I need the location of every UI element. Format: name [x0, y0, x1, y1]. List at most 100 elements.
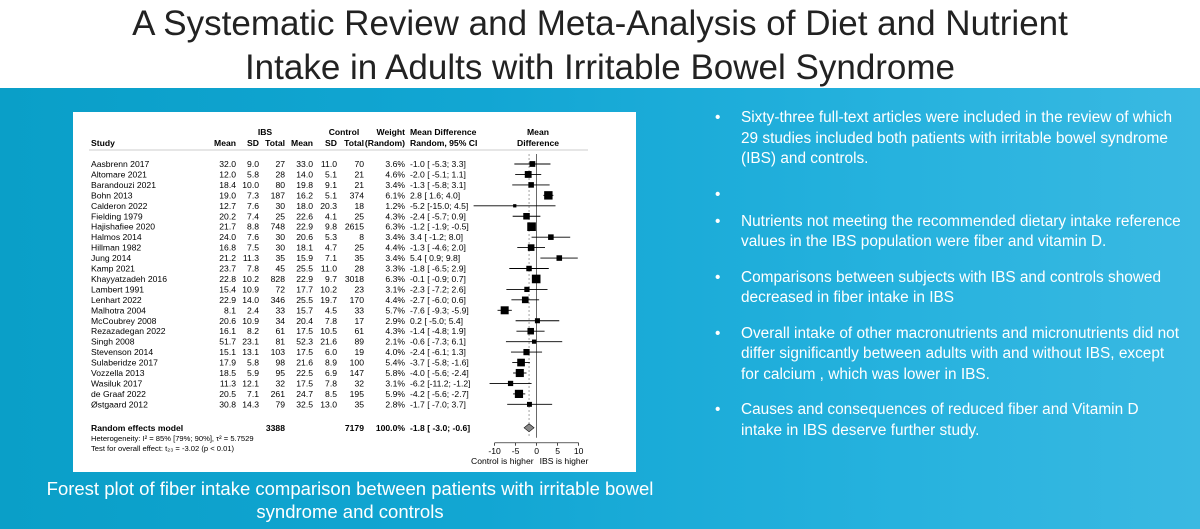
- study-value: 11.0: [321, 159, 337, 169]
- figure-caption: Forest plot of fiber intake comparison b…: [0, 477, 700, 523]
- study-value: 4.7: [325, 243, 337, 253]
- study-value: 3.1%: [385, 284, 405, 294]
- study-value: 7.8: [325, 316, 337, 326]
- study-effect-square: [534, 318, 540, 324]
- study-value: 10.5: [320, 326, 337, 336]
- study-value: 23.1: [242, 337, 259, 347]
- study-value: 1.2%: [385, 201, 405, 211]
- study-value: 81: [275, 337, 285, 347]
- study-value: 5.1: [325, 190, 337, 200]
- finding-text: Comparisons between subjects with IBS an…: [741, 268, 1162, 307]
- study-effect-square: [517, 358, 525, 367]
- study-value: 61: [354, 326, 364, 336]
- study-value: 4.5: [325, 305, 337, 315]
- study-value: 34: [275, 316, 285, 326]
- study-value: 23: [354, 284, 364, 294]
- study-value: 3.4%: [385, 180, 405, 190]
- study-value: 12.0: [219, 169, 236, 179]
- study-value: 25.5: [296, 264, 313, 274]
- header-mean-difference: Mean Difference: [410, 127, 477, 137]
- study-value: 16.2: [296, 190, 313, 200]
- study-value: 3.3%: [385, 264, 405, 274]
- study-value: 30.8: [219, 399, 236, 409]
- header-ci: Random, 95% CI: [410, 138, 477, 148]
- study-value: 16.8: [219, 243, 236, 253]
- study-value: 32: [275, 378, 285, 388]
- study-ci: -1.3 [ -5.8; 3.1]: [410, 180, 466, 190]
- study-ci: 0.2 [ -5.0; 5.4]: [410, 316, 463, 326]
- study-value: 8.8: [247, 222, 259, 232]
- study-ci: -4.2 [ -5.6; -2.7]: [410, 389, 469, 399]
- study-name: Singh 2008: [91, 337, 135, 347]
- study-effect-square: [523, 349, 530, 356]
- page-title: A Systematic Review and Meta-Analysis of…: [0, 0, 1200, 90]
- study-value: 35: [275, 253, 285, 263]
- study-value: 19.8: [296, 180, 313, 190]
- header-plot-mean: Mean: [527, 127, 549, 137]
- study-value: 10.9: [242, 284, 259, 294]
- title-line-2: Intake in Adults with Irritable Bowel Sy…: [244, 48, 956, 87]
- study-name: Stevenson 2014: [91, 347, 153, 357]
- study-value: 10.9: [242, 316, 259, 326]
- study-effect-square: [529, 161, 536, 167]
- study-value: 19.7: [320, 295, 337, 305]
- study-value: 7.5: [247, 243, 259, 253]
- study-value: 12.1: [242, 378, 259, 388]
- study-ci: -1.7 [ -7.0; 3.7]: [410, 399, 466, 409]
- header-column-3: Mean: [291, 138, 313, 148]
- study-value: 16.1: [219, 326, 236, 336]
- study-value: 18.4: [219, 180, 236, 190]
- study-value: 15.1: [219, 347, 236, 357]
- study-name: Lambert 1991: [91, 284, 144, 294]
- study-value: 8.1: [224, 305, 236, 315]
- study-ci: -1.8 [ -6.5; 2.9]: [410, 264, 466, 274]
- study-value: 28: [275, 169, 285, 179]
- finding-text: Sixty-three full-text articles were incl…: [741, 109, 1173, 167]
- study-value: 3.4%: [385, 232, 405, 242]
- study-value: 5.3: [325, 232, 337, 242]
- study-value: 7.6: [247, 201, 259, 211]
- study-name: Østgaard 2012: [91, 399, 148, 409]
- study-ci: -1.4 [ -4.8; 1.9]: [410, 326, 466, 336]
- header-column-0: Mean: [214, 138, 236, 148]
- study-effect-square: [526, 401, 532, 407]
- study-name: Barandouzi 2021: [91, 180, 156, 190]
- study-ci: -6.2 [-11.2; -1.2]: [410, 378, 471, 388]
- study-value: 14.0: [242, 295, 259, 305]
- study-name: Hillman 1982: [91, 243, 141, 253]
- header-column-1: SD: [247, 138, 259, 148]
- study-value: 21.6: [320, 337, 337, 347]
- study-value: 12.7: [219, 201, 236, 211]
- study-value: 13.0: [320, 399, 337, 409]
- finding-item: • Nutrients not meeting the recommended …: [713, 212, 1183, 253]
- study-name: Fielding 1979: [91, 211, 143, 221]
- study-value: 11.0: [321, 264, 337, 274]
- header-column-4: SD: [325, 138, 337, 148]
- study-value: 20.6: [296, 232, 313, 242]
- study-value: 3.4%: [385, 253, 405, 263]
- study-value: 24.7: [296, 389, 313, 399]
- study-value: 17.5: [296, 347, 313, 357]
- study-value: 11.3: [220, 378, 236, 388]
- study-value: 22.8: [219, 274, 236, 284]
- study-effect-square: [514, 389, 524, 398]
- study-value: 4.4%: [385, 295, 405, 305]
- study-name: Halmos 2014: [91, 232, 142, 242]
- pooled-diamond: [523, 423, 535, 433]
- bullet-icon: •: [715, 401, 721, 418]
- study-value: 2.8%: [385, 399, 405, 409]
- study-value: 22.9: [296, 222, 313, 232]
- study-value: 346: [271, 295, 286, 305]
- study-value: 13.1: [242, 347, 259, 357]
- pooled-label: Random effects model: [91, 423, 183, 433]
- study-value: 10.0: [242, 180, 259, 190]
- study-ci: -2.4 [ -5.7; 0.9]: [410, 211, 466, 221]
- study-value: 18.0: [296, 201, 313, 211]
- bullet-icon: •: [715, 185, 721, 203]
- study-value: 21.2: [219, 253, 236, 263]
- study-name: Jung 2014: [91, 253, 131, 263]
- header-plot-difference: Difference: [517, 138, 559, 148]
- study-value: 21.7: [219, 222, 236, 232]
- study-value: 15.7: [296, 305, 313, 315]
- study-value: 6.9: [325, 368, 337, 378]
